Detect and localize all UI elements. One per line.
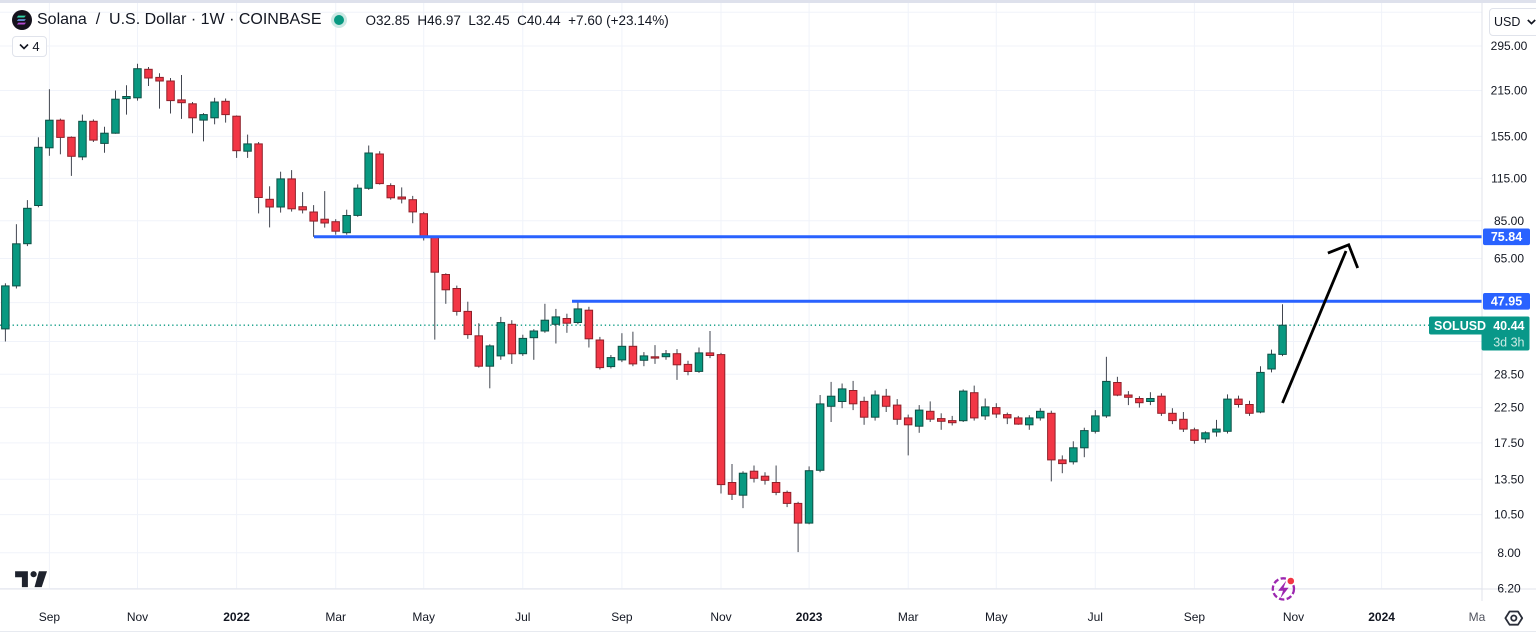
- svg-text:295.00: 295.00: [1491, 39, 1528, 53]
- svg-text:115.00: 115.00: [1491, 171, 1527, 185]
- svg-text:13.50: 13.50: [1494, 472, 1524, 486]
- svg-text:May: May: [412, 610, 435, 624]
- svg-text:40.44: 40.44: [1493, 319, 1524, 333]
- svg-text:Mar: Mar: [325, 610, 346, 624]
- svg-text:Jul: Jul: [1088, 610, 1103, 624]
- svg-text:Jul: Jul: [515, 610, 530, 624]
- svg-text:Mar: Mar: [898, 610, 919, 624]
- svg-text:3d 3h: 3d 3h: [1493, 336, 1524, 350]
- svg-text:22.50: 22.50: [1494, 401, 1524, 415]
- svg-text:215.00: 215.00: [1491, 84, 1528, 98]
- svg-text:47.95: 47.95: [1491, 295, 1522, 309]
- svg-text:2023: 2023: [796, 610, 823, 624]
- svg-text:17.50: 17.50: [1494, 436, 1524, 450]
- svg-text:6.20: 6.20: [1497, 582, 1521, 596]
- svg-text:Nov: Nov: [710, 610, 731, 624]
- svg-text:75.84: 75.84: [1491, 230, 1522, 244]
- svg-text:Ma: Ma: [1469, 610, 1486, 624]
- svg-text:8.00: 8.00: [1497, 546, 1521, 560]
- svg-text:28.50: 28.50: [1494, 367, 1524, 381]
- svg-text:65.00: 65.00: [1494, 252, 1524, 266]
- svg-text:Nov: Nov: [1283, 610, 1304, 624]
- svg-text:85.00: 85.00: [1494, 214, 1524, 228]
- svg-text:155.00: 155.00: [1491, 129, 1528, 143]
- svg-text:2024: 2024: [1368, 610, 1395, 624]
- svg-text:2022: 2022: [223, 610, 250, 624]
- svg-text:Nov: Nov: [127, 610, 148, 624]
- svg-text:May: May: [985, 610, 1008, 624]
- svg-text:10.50: 10.50: [1494, 508, 1524, 522]
- svg-text:Sep: Sep: [611, 610, 633, 624]
- svg-text:SOLUSD: SOLUSD: [1434, 319, 1486, 333]
- svg-text:Sep: Sep: [39, 610, 61, 624]
- svg-text:Sep: Sep: [1184, 610, 1206, 624]
